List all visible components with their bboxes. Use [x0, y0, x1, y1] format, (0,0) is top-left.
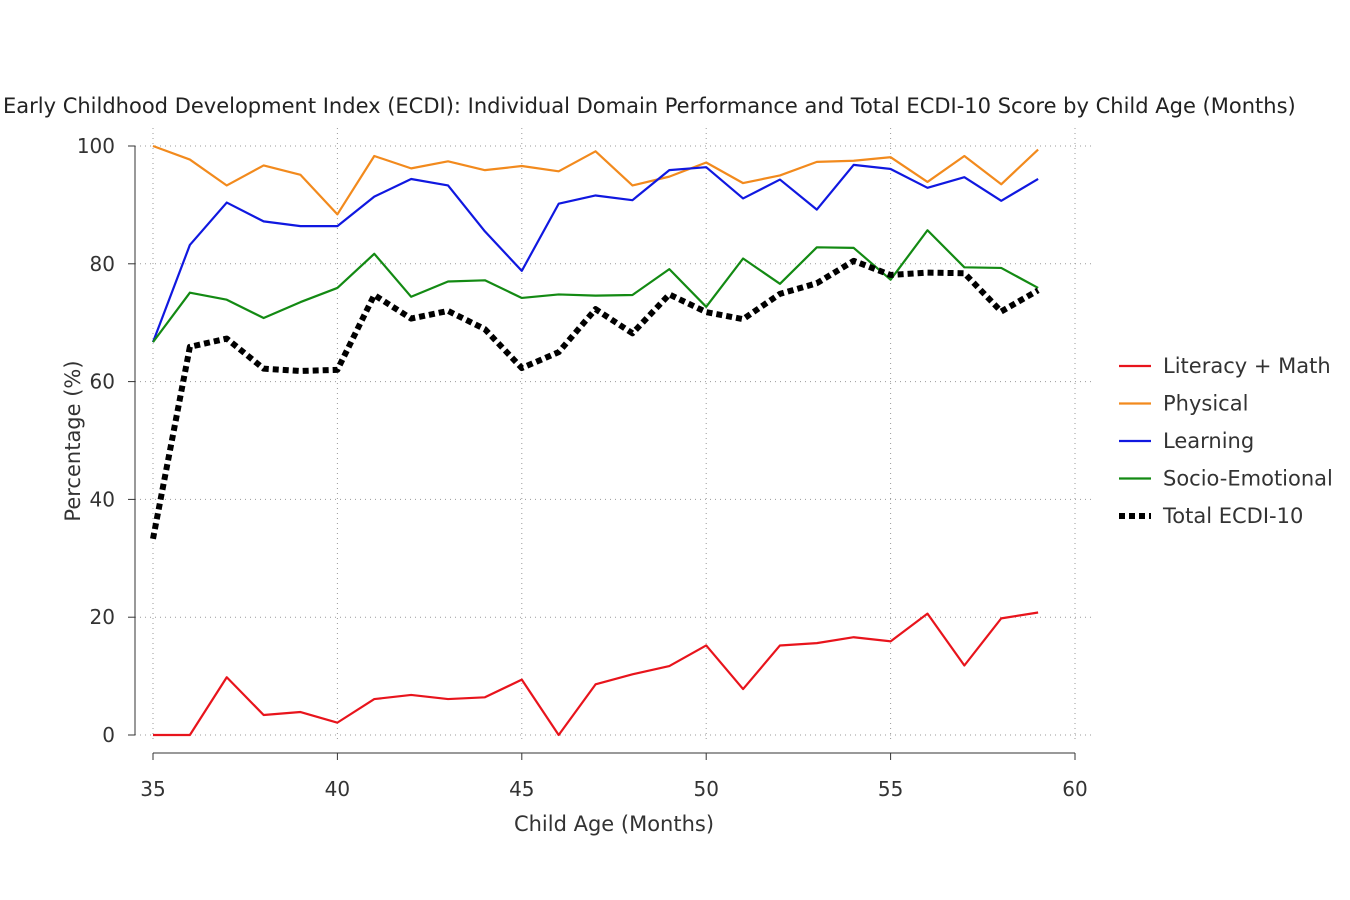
x-tick-label: 60 — [1062, 777, 1087, 801]
series-lines — [150, 144, 1040, 737]
series-line-4 — [150, 257, 1040, 540]
legend-label-2: Learning — [1163, 429, 1254, 453]
x-tick-label: 50 — [693, 777, 718, 801]
x-tick-label: 35 — [140, 777, 165, 801]
y-tick-label: 40 — [90, 487, 115, 511]
grid-lines — [135, 128, 1093, 742]
x-tick-label: 40 — [325, 777, 350, 801]
x-tick-label: 45 — [509, 777, 534, 801]
legend-label-4: Total ECDI-10 — [1162, 504, 1303, 528]
y-tick-label: 0 — [102, 723, 115, 747]
legend: Literacy + Math Physical Learning Socio-Emo… — [1119, 354, 1333, 528]
legend-label-3: Socio-Emotional — [1163, 467, 1333, 491]
y-tick-label: 20 — [90, 605, 115, 629]
chart-title: Early Childhood Development Index (ECDI)… — [3, 94, 1296, 118]
axes: 0 20 40 60 80 100 35 40 45 50 55 60 — [77, 134, 1088, 801]
series-line-1 — [152, 144, 1039, 216]
y-axis-label: Percentage (%) — [61, 360, 85, 521]
x-tick-label: 55 — [878, 777, 903, 801]
legend-label-1: Physical — [1163, 392, 1248, 416]
series-line-3 — [152, 229, 1039, 343]
series-line-2 — [151, 163, 1039, 343]
series-line-0 — [153, 611, 1039, 737]
legend-label-0: Literacy + Math — [1163, 354, 1331, 378]
y-tick-label: 60 — [90, 370, 115, 394]
x-axis-label: Child Age (Months) — [514, 812, 714, 836]
y-tick-label: 80 — [90, 252, 115, 276]
y-tick-label: 100 — [77, 134, 115, 158]
